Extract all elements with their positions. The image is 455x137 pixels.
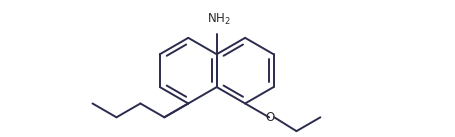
Text: O: O — [265, 111, 274, 124]
Text: NH$_2$: NH$_2$ — [207, 12, 231, 28]
